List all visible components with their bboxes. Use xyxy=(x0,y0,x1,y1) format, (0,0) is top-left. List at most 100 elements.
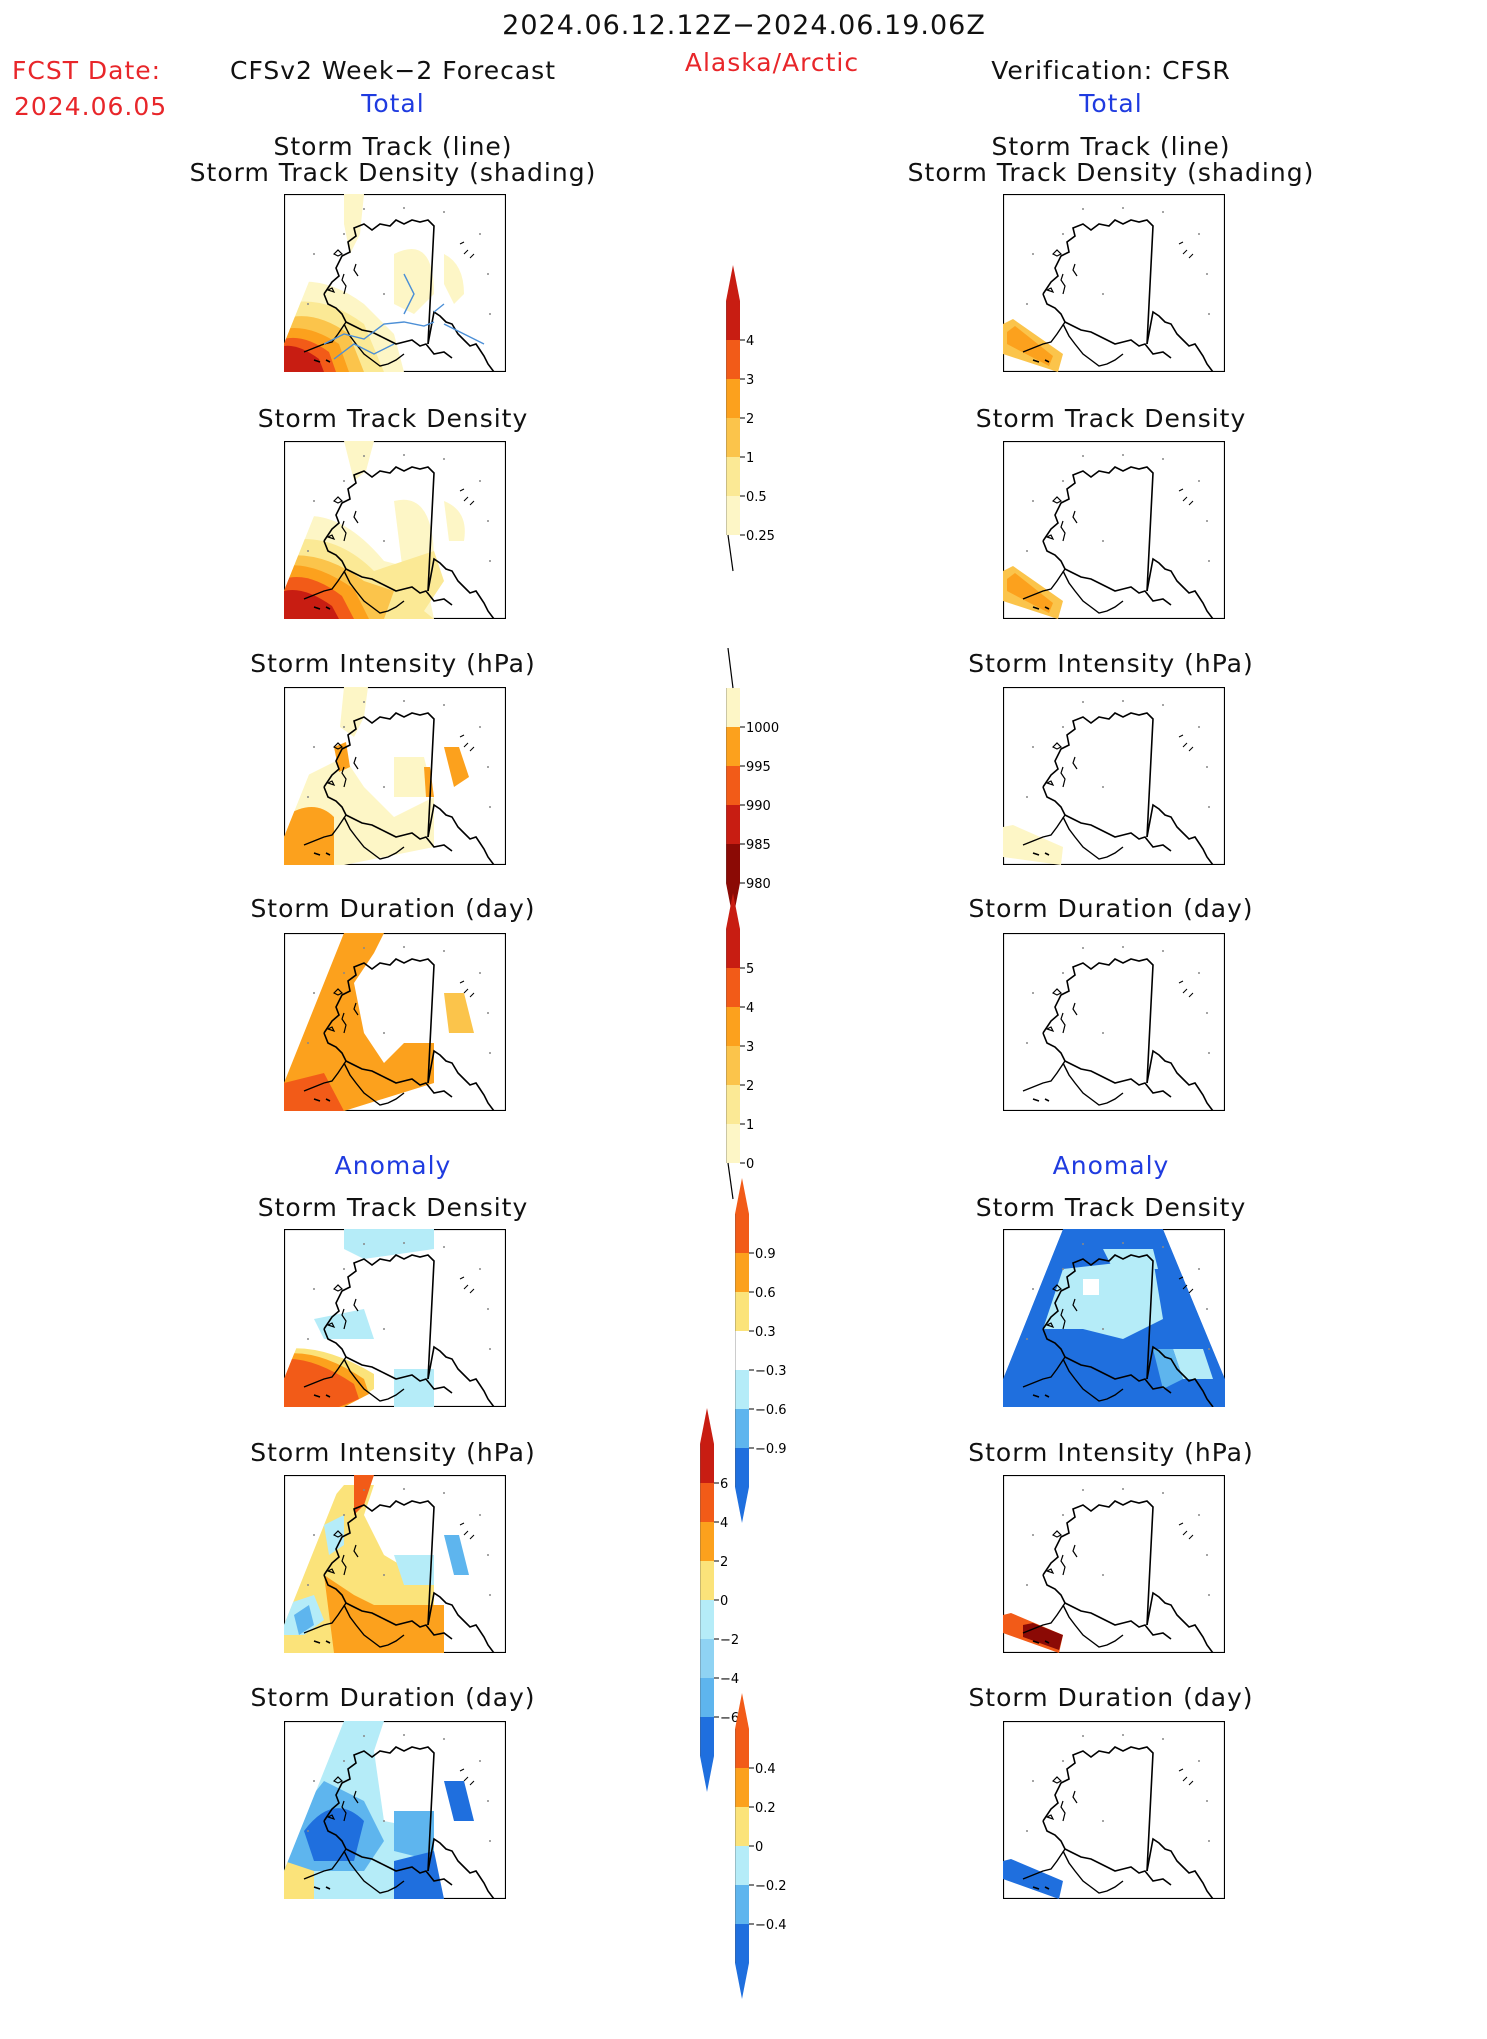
colorbar-segment xyxy=(726,265,740,340)
map-fcst-intensity xyxy=(284,687,506,865)
colorbar-segment xyxy=(735,1885,749,1924)
map-cfsr-anom-duration xyxy=(1003,1721,1225,1899)
duration-title-right: Storm Duration (day) xyxy=(968,894,1254,923)
colorbar-anom-intensity: 6 4 2 0 −2 −4 −6 xyxy=(700,1408,780,1832)
colorbar-segment xyxy=(726,727,740,766)
colorbar-segment xyxy=(735,1448,749,1523)
colorbar-segment xyxy=(726,688,740,727)
colorbar-label: 980 xyxy=(746,877,771,892)
colorbar-label: 3 xyxy=(746,1040,754,1055)
colorbar-segment xyxy=(726,1085,740,1124)
model-title: CFSv2 Week−2 Forecast xyxy=(230,56,556,85)
colorbar-anom-duration: 0.4 0.2 0 −0.2 −0.4 xyxy=(735,1693,815,2039)
colorbar-label: −2 xyxy=(720,1633,739,1648)
map-fcst-density xyxy=(284,441,506,619)
colorbar-segment xyxy=(726,893,740,968)
colorbar-segment xyxy=(700,1483,714,1522)
colorbar-segment xyxy=(726,496,740,535)
map-cfsr-duration xyxy=(1003,933,1225,1111)
map-fcst-track xyxy=(284,194,506,372)
colorbar-label: 1000 xyxy=(746,721,779,736)
density-title-left: Storm Track Density xyxy=(257,404,529,433)
colorbar-label: 2 xyxy=(746,1079,754,1094)
colorbar-segment xyxy=(735,1370,749,1409)
colorbar-label: 6 xyxy=(720,1477,728,1492)
colorbar-segment xyxy=(735,1253,749,1292)
colorbar-label: 5 xyxy=(746,962,754,977)
track-title-left-1: Storm Track (line) xyxy=(273,132,513,161)
anom-intensity-title-right: Storm Intensity (hPa) xyxy=(968,1438,1254,1467)
colorbar-intensity: 1000 995 990 985 980 xyxy=(726,648,806,959)
colorbar-label: −0.9 xyxy=(755,1442,787,1457)
colorbar-duration: 5 4 3 2 1 0 xyxy=(726,893,806,1203)
map-cfsr-anom-density xyxy=(1003,1229,1225,1407)
colorbar-segment xyxy=(700,1717,714,1792)
colorbar-label: 0.2 xyxy=(755,1801,776,1816)
map-fcst-anom-intensity xyxy=(284,1475,506,1653)
map-fcst-anom-duration xyxy=(284,1721,506,1899)
colorbar-segment xyxy=(700,1561,714,1600)
anom-duration-title-left: Storm Duration (day) xyxy=(250,1683,536,1712)
colorbar-label: 0 xyxy=(755,1840,763,1855)
colorbar-segment xyxy=(726,968,740,1007)
track-title-right-1: Storm Track (line) xyxy=(991,132,1231,161)
map-fcst-anom-density xyxy=(284,1229,506,1407)
colorbar-label: 995 xyxy=(746,760,771,775)
colorbar-duration-svg: 5 4 3 2 1 0 xyxy=(726,893,754,1200)
fcst-date-value: 2024.06.05 xyxy=(14,92,168,121)
colorbar-segment xyxy=(726,844,740,919)
colorbar-anom_duration-svg: 0.4 0.2 0 −0.2 −0.4 xyxy=(735,1693,787,1999)
colorbar-segment xyxy=(735,1768,749,1807)
map-cfsr-track xyxy=(1003,194,1225,372)
colorbar-segment xyxy=(700,1678,714,1717)
anom-density-title-left: Storm Track Density xyxy=(257,1193,529,1222)
colorbar-label: 985 xyxy=(746,838,771,853)
total-label-left: Total xyxy=(361,89,425,118)
colorbar-anom-density: 0.9 0.6 0.3 −0.3 −0.6 −0.9 xyxy=(735,1178,815,1563)
colorbar-label: 4 xyxy=(720,1516,728,1531)
colorbar-segment xyxy=(735,1846,749,1885)
colorbar-label: 1 xyxy=(746,1118,754,1133)
colorbar-label: −0.6 xyxy=(755,1403,787,1418)
colorbar-label: 3 xyxy=(746,373,754,388)
colorbar-segment xyxy=(735,1331,749,1370)
colorbar-segment xyxy=(735,1693,749,1768)
colorbar-tail xyxy=(727,648,734,689)
colorbar-label: −6 xyxy=(720,1711,739,1726)
colorbar-segment xyxy=(726,1124,740,1163)
colorbar-segment xyxy=(726,457,740,496)
colorbar-label: 990 xyxy=(746,799,771,814)
map-fcst-duration xyxy=(284,933,506,1111)
colorbar-label: 0.25 xyxy=(746,529,775,544)
colorbar-intensity-svg: 1000 995 990 985 980 xyxy=(726,648,779,919)
colorbar-tail xyxy=(727,1162,734,1200)
map-cfsr-density xyxy=(1003,441,1225,619)
colorbar-segment xyxy=(700,1600,714,1639)
colorbar-label: 1 xyxy=(746,451,754,466)
colorbar-segment xyxy=(726,340,740,379)
intensity-title-left: Storm Intensity (hPa) xyxy=(250,649,536,678)
colorbar-segment xyxy=(700,1639,714,1678)
density-title-right: Storm Track Density xyxy=(975,404,1247,433)
colorbar-segment xyxy=(700,1408,714,1483)
colorbar-label: 0 xyxy=(746,1157,754,1172)
anomaly-label-left: Anomaly xyxy=(334,1151,452,1180)
colorbar-segment xyxy=(735,1924,749,1999)
colorbar-label: 0.6 xyxy=(755,1286,776,1301)
colorbar-segment xyxy=(726,1007,740,1046)
colorbar-label: 4 xyxy=(746,1001,754,1016)
verification-title: Verification: CFSR xyxy=(991,56,1231,85)
colorbar-label: 0.4 xyxy=(755,1762,776,1777)
colorbar-anom_density-svg: 0.9 0.6 0.3 −0.3 −0.6 −0.9 xyxy=(735,1178,787,1523)
duration-title-left: Storm Duration (day) xyxy=(250,894,536,923)
colorbar-density: 4 3 2 1 0.5 0.25 xyxy=(726,265,806,575)
colorbar-anom_intensity-svg: 6 4 2 0 −2 −4 −6 xyxy=(700,1408,739,1792)
anom-density-title-right: Storm Track Density xyxy=(975,1193,1247,1222)
anomaly-label-right: Anomaly xyxy=(1052,1151,1170,1180)
anom-intensity-title-left: Storm Intensity (hPa) xyxy=(250,1438,536,1467)
colorbar-label: 4 xyxy=(746,334,754,349)
colorbar-segment xyxy=(700,1522,714,1561)
colorbar-segment xyxy=(735,1409,749,1448)
colorbar-label: 2 xyxy=(746,412,754,427)
colorbar-label: 2 xyxy=(720,1555,728,1570)
